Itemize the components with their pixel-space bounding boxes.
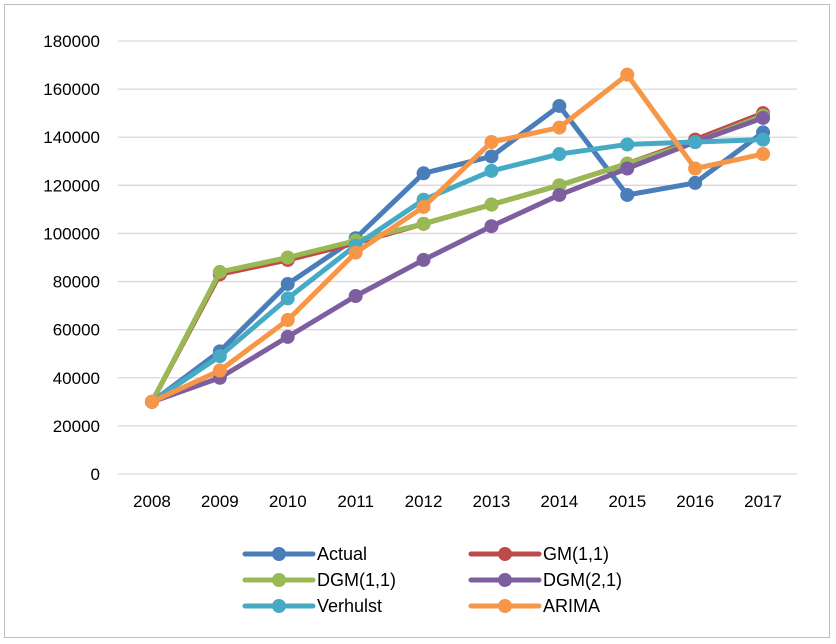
data-point (756, 110, 771, 125)
data-point (552, 147, 567, 162)
data-point (280, 276, 295, 291)
legend-marker (272, 547, 286, 561)
y-tick-label: 80000 (53, 273, 100, 292)
gridlines (118, 40, 797, 475)
data-point (484, 135, 499, 150)
data-point (416, 166, 431, 181)
data-point (484, 197, 499, 212)
data-point (620, 67, 635, 82)
x-tick-label: 2008 (133, 492, 171, 511)
data-point (552, 178, 567, 193)
y-tick-label: 0 (91, 465, 100, 484)
data-point (212, 363, 227, 378)
data-point (484, 149, 499, 164)
data-point (348, 245, 363, 260)
data-point (756, 132, 771, 147)
legend: Actual GM(1,1) DGM(1,1) DGM(2,1) Verhulst ARI… (242, 544, 622, 616)
data-point (212, 349, 227, 364)
series-lines (144, 67, 771, 409)
series-line (149, 110, 766, 405)
y-tick-label: 180000 (43, 32, 100, 51)
data-point (688, 175, 703, 190)
legend-marker (498, 599, 512, 613)
data-point (416, 252, 431, 267)
legend-item: Verhulst (242, 596, 382, 616)
data-point (688, 161, 703, 176)
data-point (416, 199, 431, 214)
data-point (212, 264, 227, 279)
series-line (149, 115, 766, 405)
data-point (756, 147, 771, 162)
x-tick-label: 2014 (540, 492, 578, 511)
data-point (416, 216, 431, 231)
data-point (620, 161, 635, 176)
legend-marker (272, 573, 286, 587)
legend-label: DGM(2,1) (543, 570, 622, 590)
y-axis-ticks: 0 20000 40000 60000 80000 100000 120000 140000 1… (43, 32, 100, 484)
data-point (552, 98, 567, 113)
legend-item: ARIMA (468, 596, 600, 616)
y-tick-label: 160000 (43, 80, 100, 99)
x-tick-label: 2010 (269, 492, 307, 511)
legend-label: ARIMA (543, 596, 600, 616)
data-point (484, 219, 499, 234)
series-line (149, 103, 766, 405)
x-tick-label: 2011 (337, 492, 374, 511)
data-point (620, 137, 635, 152)
legend-label: GM(1,1) (543, 544, 609, 564)
legend-label: Verhulst (317, 596, 382, 616)
legend-item: Actual (242, 544, 367, 564)
data-point (552, 187, 567, 202)
y-tick-label: 140000 (43, 128, 100, 147)
y-tick-label: 60000 (53, 321, 100, 340)
data-point (620, 187, 635, 202)
legend-marker (498, 573, 512, 587)
data-point (280, 291, 295, 306)
x-tick-label: 2009 (201, 492, 239, 511)
x-axis-ticks: 2008 2009 2010 2011 2012 2013 2014 2015 2016 2017 (133, 492, 782, 511)
x-tick-label: 2015 (608, 492, 646, 511)
legend-marker (272, 599, 286, 613)
data-point (280, 313, 295, 328)
series-dgm-2-1 (144, 110, 771, 409)
data-point (280, 250, 295, 265)
legend-label: Actual (317, 544, 367, 564)
y-tick-label: 120000 (43, 176, 100, 195)
legend-marker (498, 547, 512, 561)
legend-item: DGM(1,1) (242, 570, 396, 590)
data-point (144, 394, 159, 409)
data-point (688, 135, 703, 150)
series-line (149, 72, 766, 405)
series-arima (144, 67, 771, 409)
line-chart: 0 20000 40000 60000 80000 100000 120000 140000 1… (43, 32, 797, 616)
legend-item: DGM(2,1) (468, 570, 622, 590)
x-tick-label: 2016 (676, 492, 714, 511)
y-tick-label: 100000 (43, 224, 100, 243)
x-tick-label: 2012 (405, 492, 443, 511)
data-point (280, 329, 295, 344)
chart-frame: 0 20000 40000 60000 80000 100000 120000 140000 1… (4, 4, 830, 638)
series-line (149, 113, 766, 405)
legend-item: GM(1,1) (468, 544, 609, 564)
data-point (552, 120, 567, 135)
x-tick-label: 2013 (473, 492, 511, 511)
x-tick-label: 2017 (744, 492, 782, 511)
y-tick-label: 20000 (53, 417, 100, 436)
data-point (348, 288, 363, 303)
data-point (484, 163, 499, 178)
legend-label: DGM(1,1) (317, 570, 396, 590)
series-line (149, 137, 766, 405)
y-tick-label: 40000 (53, 369, 100, 388)
